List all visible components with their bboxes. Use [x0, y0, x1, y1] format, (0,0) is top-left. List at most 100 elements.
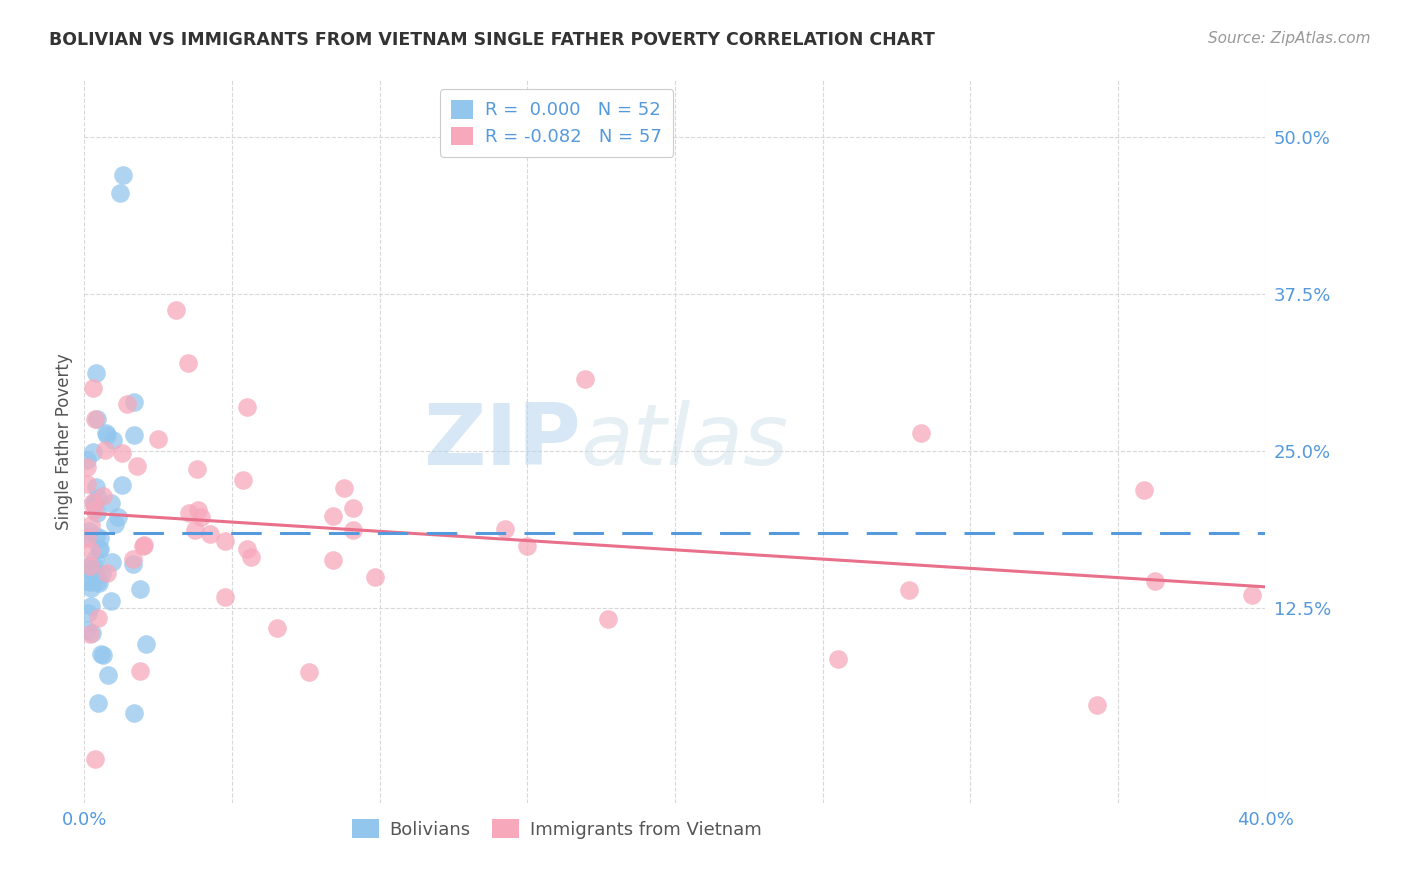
Point — [1143, 574, 1166, 588]
Legend: Bolivians, Immigrants from Vietnam: Bolivians, Immigrants from Vietnam — [344, 812, 769, 846]
Point — [198, 527, 221, 541]
Point — [79, 558, 101, 573]
Point — [97, 668, 120, 682]
Point — [89, 532, 111, 546]
Point — [132, 539, 155, 553]
Point — [165, 302, 187, 317]
Point — [574, 372, 596, 386]
Point — [80, 581, 103, 595]
Point — [90, 566, 112, 581]
Point — [214, 590, 236, 604]
Point — [84, 366, 107, 380]
Point — [80, 543, 103, 558]
Point — [84, 412, 107, 426]
Point — [94, 442, 117, 457]
Point — [101, 434, 124, 448]
Text: BOLIVIAN VS IMMIGRANTS FROM VIETNAM SINGLE FATHER POVERTY CORRELATION CHART: BOLIVIAN VS IMMIGRANTS FROM VIETNAM SING… — [49, 31, 935, 49]
Point — [82, 381, 104, 395]
Point — [298, 665, 321, 679]
Point — [76, 574, 98, 588]
Text: ZIP: ZIP — [423, 400, 581, 483]
Point — [79, 626, 101, 640]
Point — [135, 636, 157, 650]
Point — [342, 523, 364, 537]
Text: atlas: atlas — [581, 400, 789, 483]
Point — [183, 523, 205, 537]
Point — [122, 394, 145, 409]
Point — [82, 495, 104, 509]
Point — [898, 583, 921, 598]
Point — [177, 356, 200, 370]
Point — [122, 428, 145, 442]
Point — [236, 400, 259, 414]
Point — [342, 501, 364, 516]
Point — [1132, 483, 1154, 498]
Point — [322, 509, 344, 524]
Point — [1087, 698, 1109, 712]
Point — [90, 647, 112, 661]
Point — [240, 549, 263, 564]
Point — [83, 496, 105, 510]
Point — [96, 566, 118, 581]
Point — [76, 531, 98, 545]
Point — [76, 459, 98, 474]
Point — [80, 561, 103, 575]
Point — [79, 575, 101, 590]
Point — [86, 568, 108, 582]
Point — [190, 510, 212, 524]
Point — [132, 538, 155, 552]
Point — [96, 428, 118, 442]
Text: Source: ZipAtlas.com: Source: ZipAtlas.com — [1208, 31, 1371, 46]
Point — [76, 624, 98, 638]
Point — [146, 432, 169, 446]
Point — [101, 555, 124, 569]
Point — [84, 529, 107, 543]
Point — [516, 539, 538, 553]
Point — [108, 186, 131, 201]
Point — [1240, 588, 1263, 602]
Point — [910, 425, 932, 440]
Point — [322, 553, 344, 567]
Point — [87, 611, 110, 625]
Point — [214, 533, 236, 548]
Point — [76, 476, 98, 491]
Point — [129, 665, 152, 679]
Point — [87, 576, 110, 591]
Point — [128, 582, 150, 596]
Point — [77, 606, 100, 620]
Point — [186, 462, 208, 476]
Point — [89, 541, 111, 556]
Point — [83, 497, 105, 511]
Point — [187, 503, 209, 517]
Point — [598, 612, 620, 626]
Point — [76, 530, 98, 544]
Point — [100, 593, 122, 607]
Y-axis label: Single Father Poverty: Single Father Poverty — [55, 353, 73, 530]
Point — [827, 652, 849, 666]
Point — [364, 569, 387, 583]
Point — [82, 445, 104, 459]
Point — [86, 412, 108, 426]
Point — [87, 696, 110, 710]
Point — [86, 506, 108, 520]
Point — [80, 518, 103, 533]
Point — [122, 706, 145, 721]
Point — [122, 552, 145, 566]
Point — [111, 446, 134, 460]
Point — [104, 516, 127, 531]
Point — [79, 559, 101, 574]
Point — [125, 459, 148, 474]
Point — [84, 480, 107, 494]
Point — [111, 477, 134, 491]
Point — [86, 575, 108, 590]
Point — [91, 490, 114, 504]
Point — [91, 648, 114, 663]
Point — [83, 566, 105, 581]
Point — [232, 473, 254, 487]
Point — [83, 558, 105, 573]
Point — [333, 481, 356, 495]
Point — [77, 524, 100, 538]
Point — [87, 542, 110, 557]
Point — [96, 425, 118, 440]
Point — [107, 509, 129, 524]
